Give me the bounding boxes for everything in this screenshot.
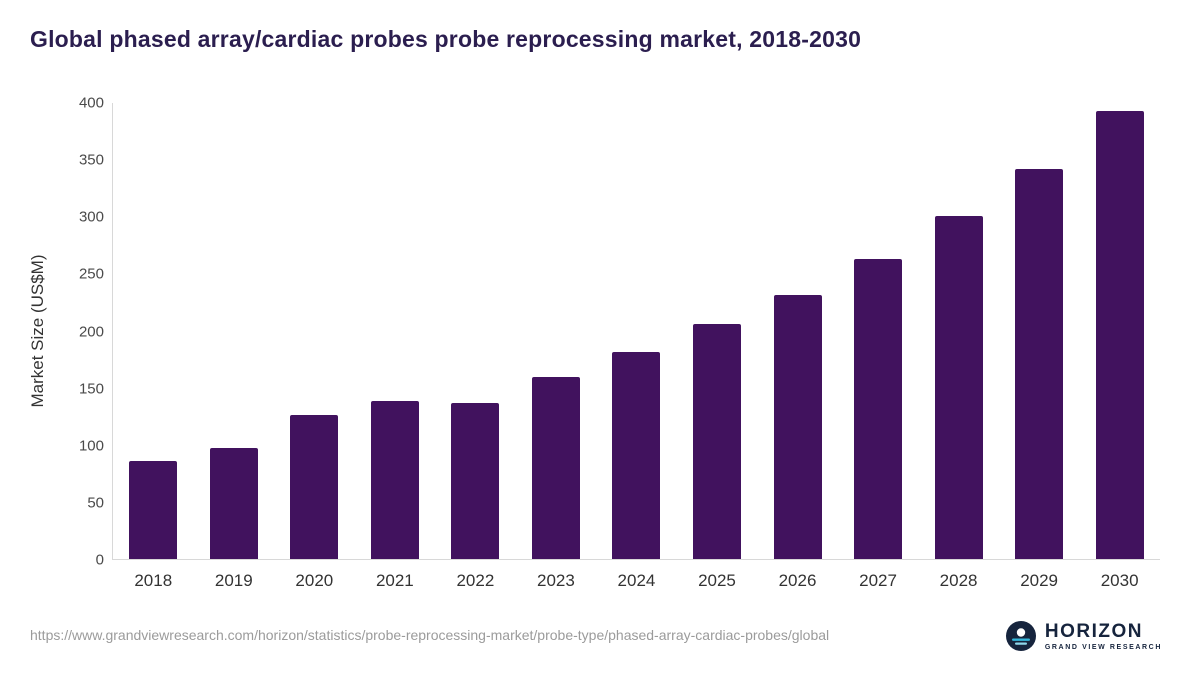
y-tick-label-200: 200 (78, 323, 104, 340)
bar-2028 (934, 215, 983, 559)
bar-column-2027: 2027 (838, 103, 919, 590)
bar-2018 (129, 460, 178, 559)
y-tick-label-250: 250 (78, 265, 104, 283)
bar-column-2018: 2018 (113, 103, 194, 590)
bar-column-2028: 2028 (918, 103, 999, 590)
bar-column-2029: 2029 (999, 103, 1080, 590)
bar-2019 (209, 448, 258, 559)
bar-2021 (370, 400, 419, 559)
x-tick-label-2024: 2024 (617, 571, 656, 590)
y-tick-label-150: 150 (78, 380, 104, 398)
horizon-logo-text: HORIZON GRAND VIEW RESEARCH (1045, 622, 1162, 651)
logo-title: HORIZON (1044, 620, 1143, 642)
y-tick-label-100: 100 (78, 437, 104, 455)
y-tick-label-50: 50 (87, 494, 104, 512)
bar-2027 (854, 259, 903, 559)
bar-2025 (692, 324, 741, 559)
bar-column-2026: 2026 (757, 103, 838, 590)
y-axis-ticks: 0 50 100 150 200 250 300 350 400 (0, 95, 104, 569)
x-tick-label-2019: 2019 (214, 571, 253, 590)
x-tick-label-2027: 2027 (859, 571, 897, 590)
bar-2023 (531, 376, 580, 559)
x-tick-label-2022: 2022 (456, 571, 495, 590)
source-url: https://www.grandviewresearch.com/horizo… (30, 627, 830, 643)
x-tick-label-2020: 2020 (295, 571, 334, 590)
horizon-logo-icon (1005, 621, 1036, 651)
bar-2020 (290, 415, 339, 559)
x-tick-label-2018: 2018 (134, 571, 173, 590)
bar-column-2021: 2021 (355, 103, 436, 590)
bar-2029 (1015, 169, 1064, 559)
x-tick-label-2026: 2026 (778, 571, 817, 590)
bar-column-2022: 2022 (435, 103, 516, 590)
bar-column-2025: 2025 (677, 103, 758, 590)
bar-column-2024: 2024 (596, 103, 677, 590)
x-tick-label-2028: 2028 (939, 571, 978, 590)
horizon-logo: HORIZON GRAND VIEW RESEARCH (1005, 621, 1162, 651)
plot-area: 2018 2019 2020 2021 2022 2023 2024 2025 2026 2027… (112, 103, 1160, 590)
bar-column-2019: 2019 (194, 103, 275, 590)
bar-series: 2018 2019 2020 2021 2022 2023 2024 2025 2026 2027… (113, 103, 1160, 590)
x-tick-label-2029: 2029 (1020, 571, 1059, 590)
y-tick-label-400: 400 (78, 94, 104, 112)
x-tick-label-2023: 2023 (537, 571, 575, 590)
x-tick-label-2021: 2021 (375, 571, 414, 590)
bar-2026 (773, 294, 822, 559)
y-tick-label-350: 350 (78, 151, 104, 169)
x-tick-label-2030: 2030 (1100, 571, 1139, 590)
bar-column-2030: 2030 (1079, 103, 1160, 590)
y-tick-label-0: 0 (95, 551, 104, 569)
bar-2030 (1095, 110, 1144, 559)
bar-2022 (451, 402, 500, 559)
bar-2024 (612, 351, 661, 559)
y-tick-label-300: 300 (78, 208, 104, 226)
x-tick-label-2025: 2025 (698, 571, 736, 590)
bar-column-2020: 2020 (274, 103, 355, 590)
logo-subtitle: GRAND VIEW RESEARCH (1044, 643, 1162, 651)
bar-column-2023: 2023 (516, 103, 597, 590)
page-title: Global phased array/cardiac probes probe… (30, 26, 862, 52)
